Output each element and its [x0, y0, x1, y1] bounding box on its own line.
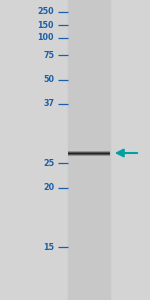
- Bar: [68, 0, 110, 300]
- Text: 75: 75: [43, 50, 54, 59]
- Text: 250: 250: [37, 8, 54, 16]
- Text: 37: 37: [43, 100, 54, 109]
- Text: 150: 150: [38, 20, 54, 29]
- Text: 25: 25: [43, 158, 54, 167]
- Text: 50: 50: [43, 76, 54, 85]
- Text: 100: 100: [38, 34, 54, 43]
- Text: 20: 20: [43, 184, 54, 193]
- Text: 15: 15: [43, 242, 54, 251]
